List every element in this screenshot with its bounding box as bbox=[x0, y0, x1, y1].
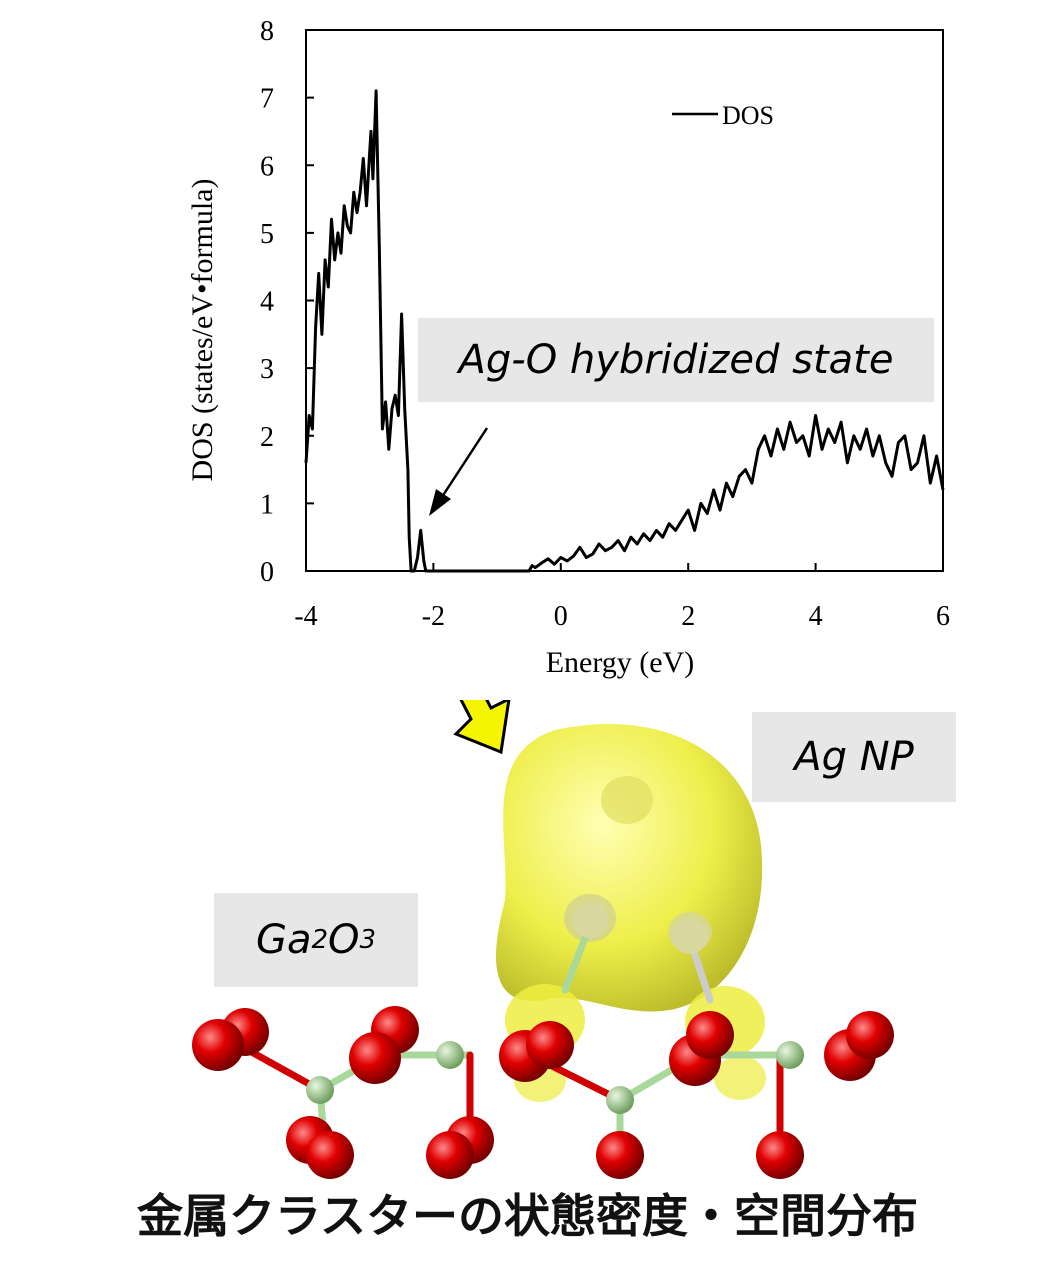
ga2o3-sub-2: 2 bbox=[311, 925, 329, 955]
dos-chart: 0 1 2 3 4 5 6 7 8 -4 -2 0 2 4 6 Energy (eV) DOS (stat… bbox=[186, 16, 950, 679]
plot-frame bbox=[305, 29, 944, 572]
x-tick-label: -4 bbox=[294, 601, 317, 632]
legend-label: DOS bbox=[722, 101, 774, 130]
yellow-arrow-icon bbox=[453, 700, 511, 755]
y-tick-label: 2 bbox=[260, 422, 274, 453]
ga2o3-ga: Ga bbox=[255, 917, 312, 963]
y-tick-label: 6 bbox=[260, 151, 274, 182]
y-tick-label: 3 bbox=[260, 354, 274, 385]
ag-np-label: Ag NP bbox=[752, 712, 956, 802]
x-axis-title: Energy (eV) bbox=[546, 646, 695, 679]
y-tick-label: 4 bbox=[260, 287, 274, 318]
y-tick-label: 7 bbox=[260, 84, 274, 115]
x-tick-label: 0 bbox=[554, 601, 568, 632]
oxygen-atoms bbox=[192, 1006, 894, 1179]
ga2o3-label: Ga 2 O 3 bbox=[214, 893, 418, 987]
y-axis-title: DOS (states/eV•formula) bbox=[186, 179, 219, 482]
page-caption: 金属クラスターの状態密度・空間分布 bbox=[136, 1189, 919, 1243]
y-tick-label: 5 bbox=[260, 219, 274, 250]
x-tick-label: 6 bbox=[936, 601, 950, 632]
x-tick-label: 4 bbox=[809, 601, 823, 632]
dos-series-line bbox=[304, 89, 945, 573]
x-tick-label: -2 bbox=[422, 601, 445, 632]
y-axis-ticks: 0 1 2 3 4 5 6 7 8 bbox=[260, 16, 314, 588]
y-tick-label: 1 bbox=[260, 489, 274, 520]
y-tick-label: 0 bbox=[260, 557, 274, 588]
ga2o3-o: O bbox=[328, 917, 360, 963]
black-arrow-icon bbox=[429, 427, 489, 516]
x-axis-ticks: -4 -2 0 2 4 6 bbox=[294, 563, 950, 632]
gallium-atoms bbox=[306, 902, 804, 1114]
hybridized-state-label: Ag-O hybridized state bbox=[418, 318, 934, 402]
y-tick-label: 8 bbox=[260, 16, 274, 47]
ga2o3-sub-3: 3 bbox=[359, 925, 377, 955]
x-tick-label: 2 bbox=[681, 601, 695, 632]
structure-illustration bbox=[192, 700, 894, 1179]
